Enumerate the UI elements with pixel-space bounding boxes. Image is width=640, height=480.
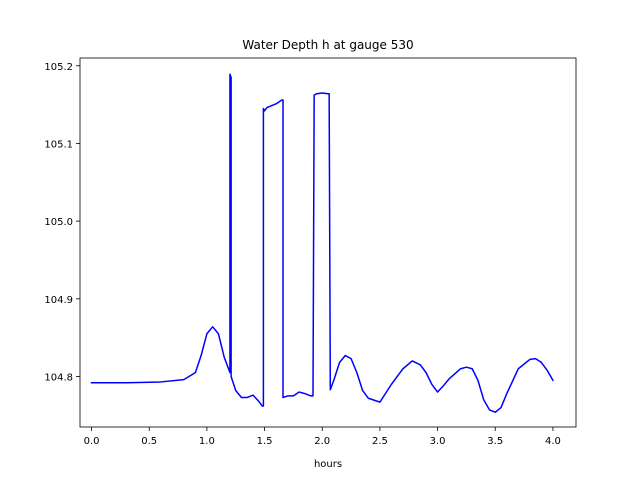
y-tick-label: 105.2 [44, 62, 73, 73]
x-tick-label: 3.0 [430, 436, 446, 447]
y-tick-label: 105.0 [44, 217, 73, 228]
y-tick-label: 104.9 [44, 295, 73, 306]
x-tick-label: 2.5 [372, 436, 388, 447]
series-line-0 [90, 73, 554, 413]
x-tick-label: 2.0 [314, 436, 330, 447]
x-axis-label: hours [314, 459, 342, 470]
y-tick-label: 104.8 [44, 373, 73, 384]
x-tick-label: 3.5 [487, 436, 503, 447]
x-tick-label: 4.0 [545, 436, 561, 447]
x-tick-label: 1.5 [257, 436, 273, 447]
x-tick-label: 1.0 [199, 436, 215, 447]
plot-area: 0.0 0.5 1.0 1.5 2.0 2.5 3.0 3.5 4.0 104.8 104.9 105… [44, 57, 577, 447]
plot-frame [79, 57, 577, 428]
x-tick-label: 0.5 [141, 436, 157, 447]
chart-title: Water Depth h at gauge 530 [242, 38, 413, 52]
x-tick-label: 0.0 [84, 436, 100, 447]
y-tick-label: 105.1 [44, 139, 73, 150]
